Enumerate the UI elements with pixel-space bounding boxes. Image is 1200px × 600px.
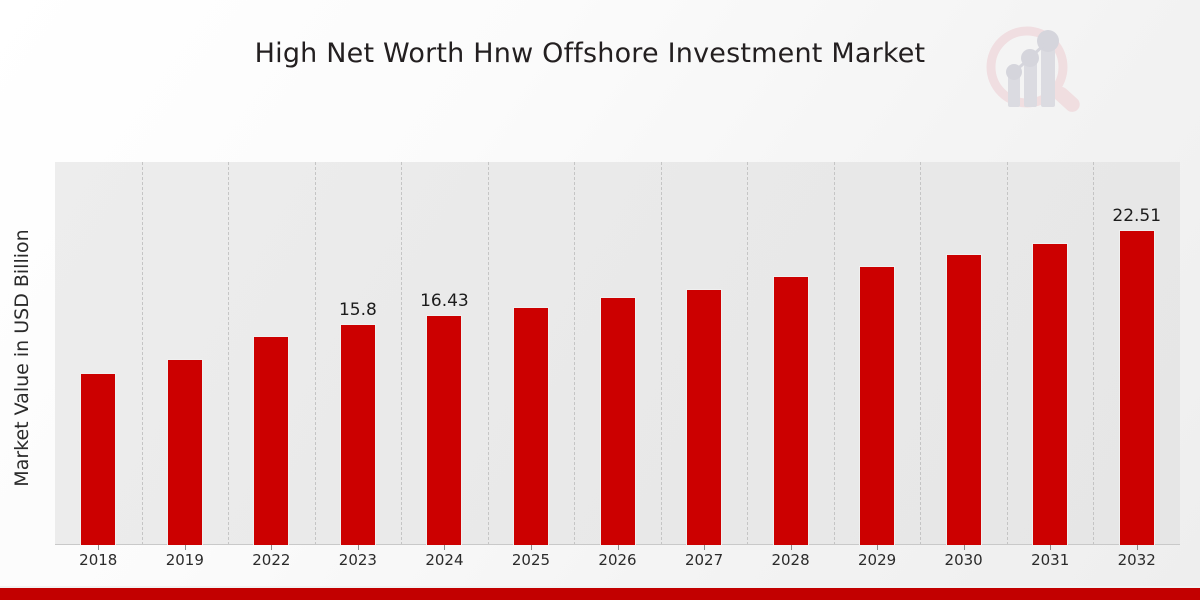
gridline: [401, 162, 403, 545]
x-tick-label-2030: 2030: [944, 551, 983, 569]
x-tick-label-2022: 2022: [252, 551, 291, 569]
x-tick-label-2019: 2019: [165, 551, 204, 569]
bar-2030[interactable]: [945, 254, 982, 545]
x-tick-mark: [790, 545, 792, 550]
bar-2024[interactable]: [426, 315, 463, 545]
bar-2029[interactable]: [859, 266, 896, 545]
x-tick-label-2028: 2028: [771, 551, 810, 569]
magnifier-bar-chart-logo-icon: [975, 15, 1090, 125]
bar-value-label-2032: 22.51: [1112, 206, 1162, 226]
gridline: [574, 162, 576, 545]
x-tick-mark: [184, 545, 186, 550]
x-tick-mark: [444, 545, 446, 550]
bar-2027[interactable]: [686, 289, 723, 545]
x-tick-label-2025: 2025: [511, 551, 551, 569]
x-tick-mark: [963, 545, 965, 550]
gridline: [314, 162, 317, 545]
x-tick-label-2032: 2032: [1117, 551, 1156, 569]
x-tick-mark: [617, 545, 619, 550]
bar-2028[interactable]: [772, 276, 809, 545]
bar-2026[interactable]: [599, 297, 636, 545]
gridline: [1006, 162, 1009, 545]
bar-value-label-2023: 15.8: [338, 300, 377, 320]
bar-2023[interactable]: [339, 324, 376, 545]
gridline: [660, 162, 663, 545]
chart-title: High Net Worth Hnw Offshore Investment M…: [254, 38, 926, 69]
x-tick-label-2031: 2031: [1031, 551, 1070, 569]
gridline: [141, 162, 144, 545]
bar-2032[interactable]: [1118, 230, 1155, 545]
bar-value-label-2024: 16.43: [420, 291, 469, 311]
gridline: [920, 162, 922, 545]
x-tick-label-2018: 2018: [79, 551, 118, 569]
x-tick-mark: [1136, 545, 1138, 550]
footer-accent-bar: [0, 588, 1200, 600]
gridline: [228, 162, 230, 545]
bar-2031[interactable]: [1032, 243, 1069, 545]
footer-divider: [0, 586, 1200, 588]
x-tick-mark: [877, 545, 879, 550]
gridline: [833, 162, 836, 545]
gridline: [747, 162, 749, 545]
x-tick-label-2024: 2024: [425, 551, 464, 569]
x-tick-label-2023: 2023: [338, 551, 377, 569]
bar-2019[interactable]: [166, 359, 203, 545]
x-tick-mark: [98, 545, 100, 550]
gridline: [487, 162, 490, 545]
x-tick-mark: [271, 545, 273, 550]
bar-2022[interactable]: [253, 336, 290, 545]
gridline: [1093, 162, 1095, 545]
x-tick-label-2026: 2026: [598, 551, 637, 569]
x-tick-label-2029: 2029: [858, 551, 897, 569]
bar-2025[interactable]: [512, 307, 549, 545]
y-axis-title: Market Value in USD Billion: [11, 229, 33, 487]
x-tick-mark: [357, 545, 359, 550]
bar-2018[interactable]: [80, 373, 117, 545]
x-tick-mark: [704, 545, 706, 550]
x-tick-mark: [1050, 545, 1052, 550]
x-tick-mark: [530, 545, 532, 550]
x-tick-label-2027: 2027: [684, 551, 724, 569]
